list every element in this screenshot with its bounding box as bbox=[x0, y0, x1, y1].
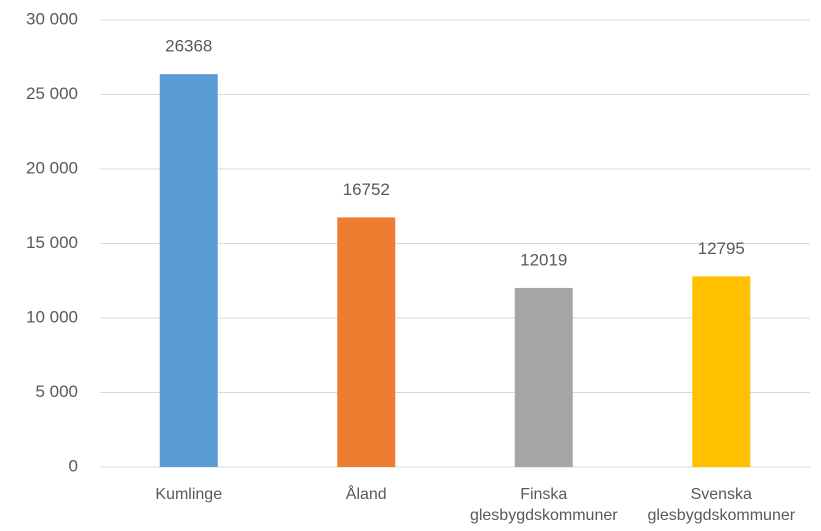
bar bbox=[159, 74, 218, 468]
bar bbox=[514, 287, 573, 467]
y-tick-label: 15 000 bbox=[26, 233, 78, 252]
y-tick-label: 0 bbox=[69, 456, 78, 475]
y-tick-label: 25 000 bbox=[26, 84, 78, 103]
bar bbox=[337, 217, 396, 467]
y-tick-label: 20 000 bbox=[26, 158, 78, 177]
data-label: 12795 bbox=[698, 239, 745, 258]
y-tick-label: 5 000 bbox=[35, 382, 78, 401]
x-tick-label: Kumlinge bbox=[155, 486, 223, 503]
y-tick-label: 10 000 bbox=[26, 307, 78, 326]
data-label: 16752 bbox=[343, 180, 390, 199]
x-tick-label: Åland bbox=[345, 486, 387, 503]
y-tick-label: 30 000 bbox=[26, 9, 78, 28]
x-tick-label: Finska glesbygdskommuner bbox=[469, 486, 618, 524]
data-label: 26368 bbox=[165, 37, 212, 56]
bar bbox=[692, 276, 751, 467]
data-label: 12019 bbox=[520, 250, 567, 269]
x-tick-label: Svenska glesbygdskommuner bbox=[647, 486, 796, 524]
